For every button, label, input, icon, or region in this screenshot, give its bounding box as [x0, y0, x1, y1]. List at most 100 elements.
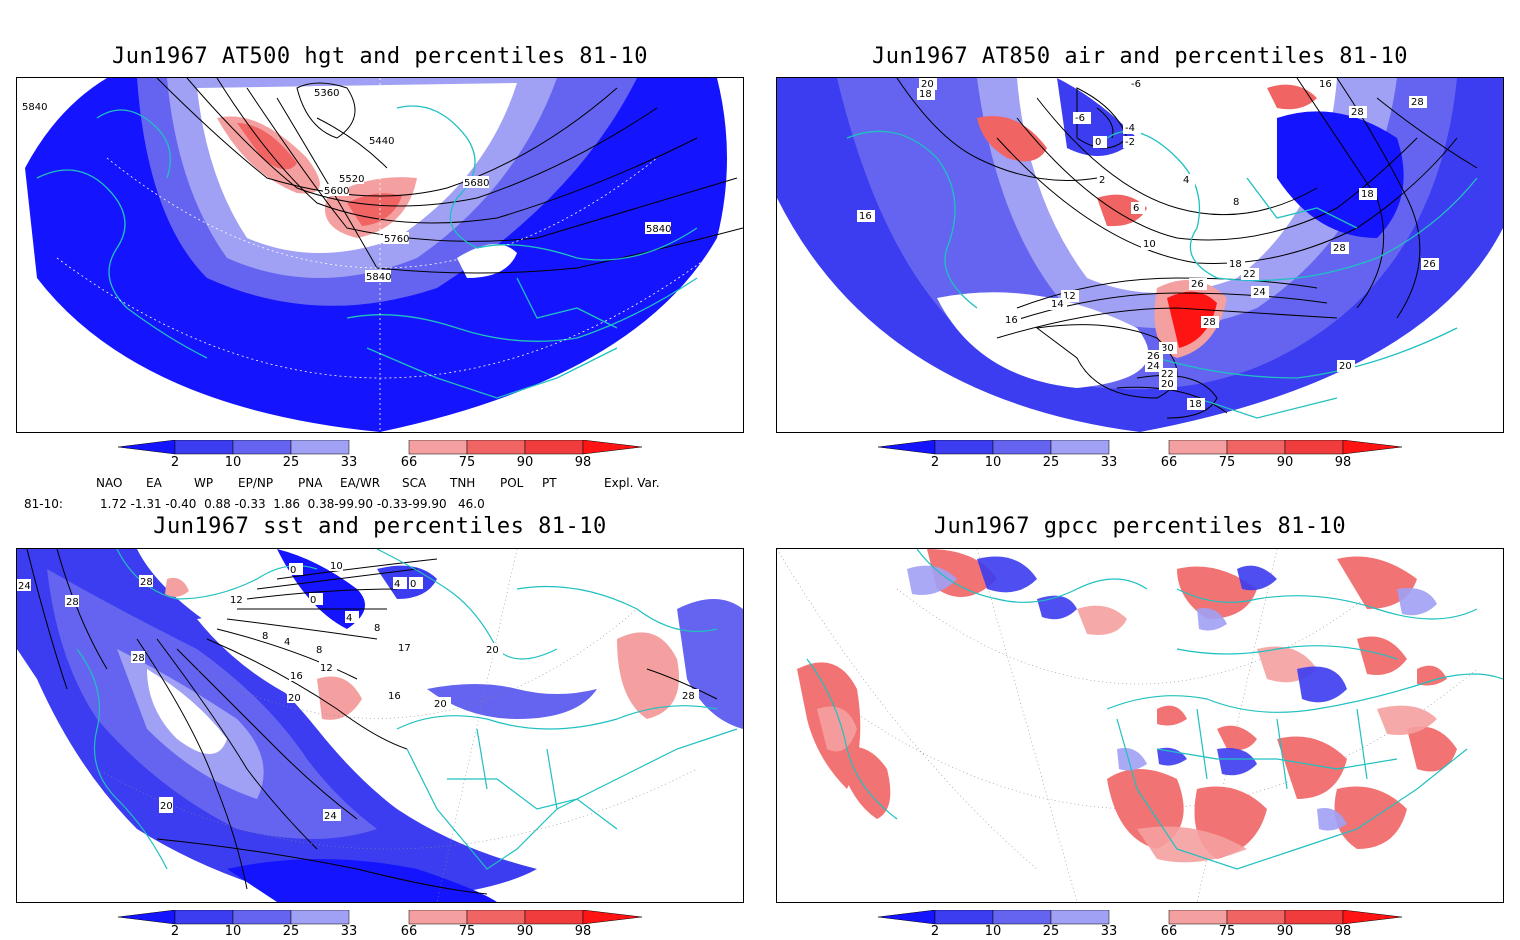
cbar-tick: 2: [930, 924, 940, 939]
colorbar-3-svg: [117, 909, 643, 925]
contour-label: 5760: [384, 234, 409, 245]
grid-lines: [96, 549, 698, 902]
contour-labels: 5840 5360 5440 5520 5600 5680 5760 5840 …: [21, 86, 671, 283]
map-panel-gpcc: [776, 548, 1504, 903]
cbar-seg-25-33: [1050, 439, 1110, 455]
contour-label: 26: [1423, 259, 1436, 270]
cbar-seg-75-90: [1226, 439, 1286, 455]
ocean-shade-neutral: [147, 669, 227, 754]
shade-warm-1: [977, 116, 1047, 162]
index-header-pol: POL: [500, 476, 524, 490]
panel-title-2: Jun1967 AT850 air and percentiles 81-10: [871, 44, 1409, 69]
ocean-shade-warm-1: [317, 676, 362, 720]
contour-label: 28: [140, 577, 153, 588]
contour-label: 5840: [22, 102, 47, 113]
map-panel-hgt500: 5840 5360 5440 5520 5600 5680 5760 5840 …: [16, 77, 744, 433]
cbar-seg-above-98: [1342, 439, 1403, 455]
cbar-tick: 98: [574, 924, 592, 939]
cbar-seg-2-10: [174, 439, 234, 455]
shade-warm-2: [237, 123, 297, 170]
coastlines: [846, 130, 1478, 419]
cbar-tick: 2: [930, 455, 940, 470]
contour-label: 6: [1133, 203, 1139, 214]
contour-label: 20: [1161, 379, 1174, 390]
contour-label: 14: [1051, 299, 1064, 310]
cbar-tick: 66: [400, 455, 418, 470]
cbar-seg-66-75: [408, 439, 468, 455]
sst-map-svg: 24 28 28 12 28 8 4 0 10 0 4 0 4 8 8 12 1…: [17, 549, 743, 902]
contour-label: 0: [290, 565, 296, 576]
contour-label: 8: [1233, 197, 1239, 208]
index-header-nao: NAO: [96, 476, 123, 490]
cbar-tick: 33: [1100, 924, 1118, 939]
cbar-tick: 10: [224, 924, 242, 939]
cbar-tick: 33: [340, 924, 358, 939]
contour-label: 0: [310, 595, 316, 606]
contour-label: 5840: [646, 224, 671, 235]
hgt500-map-svg: 5840 5360 5440 5520 5600 5680 5760 5840 …: [17, 78, 743, 432]
contour-label: 20: [434, 699, 447, 710]
contour-label: 4: [346, 613, 352, 624]
contours: [156, 78, 743, 274]
contour-label: 28: [1333, 243, 1346, 254]
cbar-seg-90-98: [1284, 439, 1344, 455]
cbar-seg-90-98: [1284, 909, 1344, 925]
air850-map-svg: 20 18 -6 -6 -4 -2 0 2 4 6 8 10 12 14 16 …: [777, 78, 1503, 432]
gpcc-map-svg: [777, 549, 1503, 902]
cbar-seg-66-75: [1168, 909, 1228, 925]
shade-light-1: [457, 244, 517, 278]
cbar-seg-10-25: [992, 439, 1052, 455]
precip-anomaly-light-red: [817, 605, 1437, 863]
contour-label: 28: [1351, 107, 1364, 118]
cbar-tick: 75: [1218, 455, 1236, 470]
panel-title-1: Jun1967 AT500 hgt and percentiles 81-10: [111, 44, 649, 69]
sst-contours: [26, 549, 718, 895]
cbar-seg-2-10: [174, 909, 234, 925]
cbar-seg-25-33: [290, 909, 350, 925]
ocean-shade-cold-2: [227, 859, 497, 902]
contour-label: 28: [66, 597, 79, 608]
cbar-tick: 90: [516, 455, 534, 470]
grid-lines: [56, 78, 708, 432]
cbar-tick: 90: [516, 924, 534, 939]
index-header-tnh: TNH: [450, 476, 476, 490]
contour-label: 28: [682, 691, 695, 702]
shade-warm-4: [1167, 291, 1217, 348]
cbar-tick: 66: [400, 924, 418, 939]
contour-label: 12: [230, 595, 243, 606]
contour-label: 17: [398, 643, 411, 654]
cbar-tick: 66: [1160, 924, 1178, 939]
contour-label: 8: [374, 623, 380, 634]
cbar-tick: 25: [282, 455, 300, 470]
contour-label: 4: [1183, 175, 1189, 186]
contour-label: -6: [1131, 79, 1141, 90]
shade-warm-5: [1267, 84, 1317, 110]
contour-label: 5520: [339, 174, 364, 185]
contour-label: 5600: [324, 186, 349, 197]
contour-label: 28: [1203, 317, 1216, 328]
precip-anomaly-blue: [977, 556, 1347, 776]
colorbar-2-svg: [877, 439, 1403, 455]
cbar-seg-66-75: [408, 909, 468, 925]
cbar-tick: 98: [1334, 924, 1352, 939]
contour-label: 18: [1189, 399, 1202, 410]
cbar-tick: 10: [984, 455, 1002, 470]
contour-label: 4: [284, 637, 290, 648]
cbar-tick: 2: [170, 924, 180, 939]
index-row-label: 81-10:: [24, 497, 63, 511]
contour-label: 16: [388, 691, 401, 702]
ocean-shade-cold-6: [427, 684, 597, 719]
coastlines: [36, 105, 698, 399]
cbar-seg-75-90: [466, 909, 526, 925]
cbar-tick: 25: [1042, 455, 1060, 470]
cbar-tick: 10: [984, 924, 1002, 939]
cbar-tick: 75: [458, 924, 476, 939]
contour-label: 16: [1319, 79, 1332, 90]
contour-label: 16: [1005, 315, 1018, 326]
shade-warm-4: [347, 193, 402, 226]
index-header-pna: PNA: [298, 476, 323, 490]
cbar-seg-above-98: [582, 439, 643, 455]
cbar-seg-2-10: [934, 909, 994, 925]
contour-labels: 24 28 28 12 28 8 4 0 10 0 4 0 4 8 8 12 1…: [17, 559, 699, 822]
contour-label: -2: [1125, 137, 1135, 148]
